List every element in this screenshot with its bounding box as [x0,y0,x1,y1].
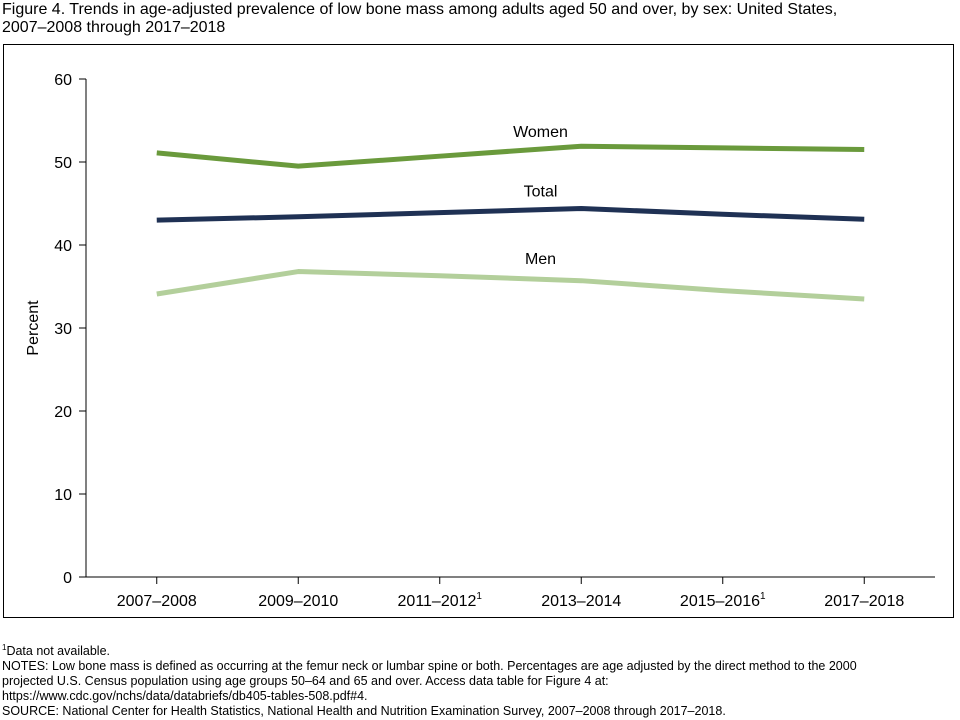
footnote-mark: 1 [2,643,7,652]
chart-title: Figure 4. Trends in age-adjusted prevale… [2,1,837,18]
note-line: https://www.cdc.gov/nchs/data/databriefs… [2,689,368,704]
x-tick-label: 2007–2008 [117,593,197,610]
x-tick-label: 2017–2018 [824,593,904,610]
category: 2013–2014 [541,593,621,610]
category-superscript: 1 [476,591,482,602]
y-tick-label: 20 [54,404,72,421]
series-label: Men [525,251,556,268]
note-line: SOURCE: National Center for Health Stati… [2,704,726,719]
chart: Figure 4. Trends in age-adjusted prevale… [2,1,954,618]
x-tick-label: 2013–2014 [541,593,621,610]
footnote-text: Data not available. [6,644,110,659]
series-label: Total [524,184,558,201]
note-line: NOTES: Low bone mass is defined as occur… [2,659,857,674]
series-line [156,143,865,169]
y-tick-label: 10 [54,487,72,504]
plot-frame [3,44,954,618]
category: 2011–2012 [398,593,477,610]
notes: 1Data not available. NOTES: Low bone mas… [2,640,857,719]
footnote: 1Data not available. [2,640,857,659]
y-tick-label: 40 [54,238,72,255]
y-tick-label: 30 [54,321,72,338]
y-tick-label: 0 [63,570,72,587]
category: 2017–2018 [824,593,904,610]
y-tick-label: 50 [54,155,72,172]
series-line [156,269,865,302]
y-axis-label: Percent [25,300,42,356]
category: 2009–2010 [258,593,338,610]
chart-title: 2007–2008 through 2017–2018 [2,19,225,36]
note-line: projected U.S. Census population using a… [2,674,609,689]
category: 2015–2016 [680,593,760,610]
x-tick-label: 2009–2010 [258,593,338,610]
x-tick-label: 2011–20121 [398,591,483,610]
category-superscript: 1 [760,591,766,602]
category: 2007–2008 [117,593,197,610]
y-tick-label: 60 [54,72,72,89]
series-label: Women [513,124,568,141]
series-line [156,205,865,223]
x-tick-label: 2015–20161 [680,591,766,610]
